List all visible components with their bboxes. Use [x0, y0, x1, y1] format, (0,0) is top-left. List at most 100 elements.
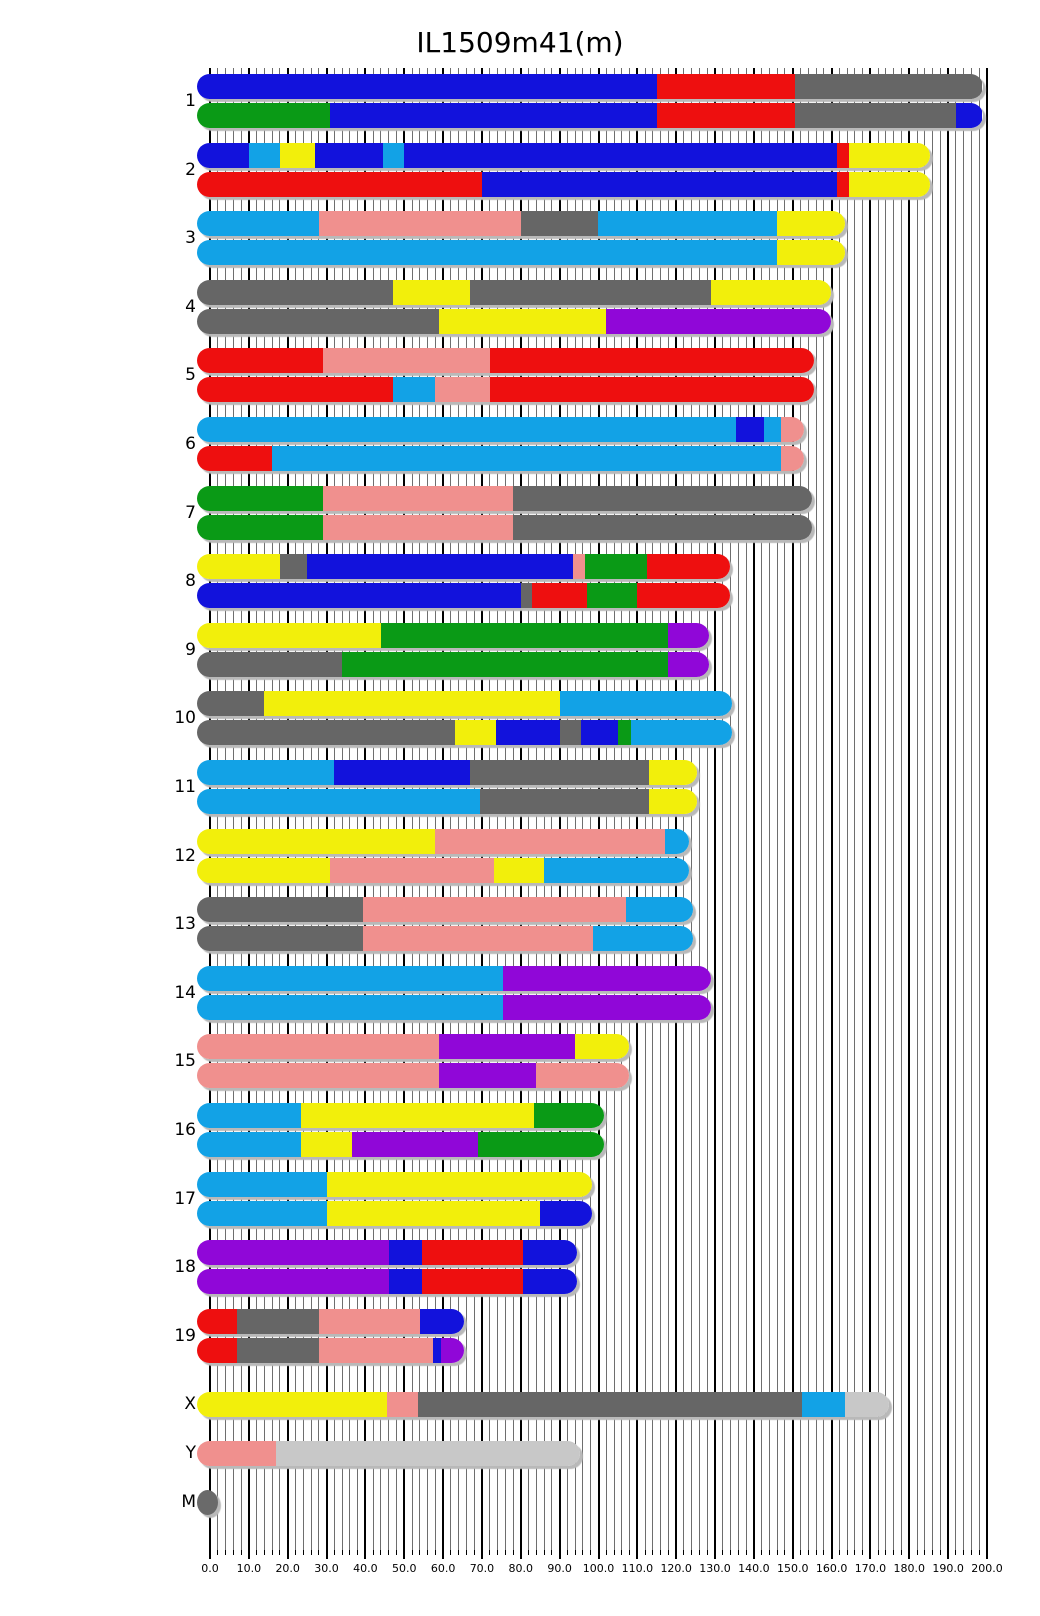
axis-tick-label: 20.0 [275, 1562, 300, 1575]
chromosome-segment-yellow [711, 279, 831, 305]
chromosome-segment-yellow [648, 760, 697, 785]
axis-tick-label: 200.0 [971, 1562, 1003, 1575]
axis-tick-minor [489, 1550, 491, 1555]
axis-tick-minor [745, 1550, 747, 1555]
chromosome-segment-red [197, 1308, 238, 1334]
chromosome-segment-gray [279, 554, 308, 580]
axis-tick-minor [357, 1550, 359, 1555]
chart-title: IL1509m41(m) [416, 26, 624, 59]
axis-tick-minor [411, 1550, 413, 1555]
chromosome-segment-skyblue [248, 142, 280, 168]
chromosome-segment-gray [197, 720, 455, 746]
grid-line-major [714, 68, 717, 1550]
axis-tick-minor [458, 1550, 460, 1555]
chromosome-label-5: 5 [185, 365, 196, 386]
strand-bar-6-1 [197, 417, 804, 442]
chromosome-label-17: 17 [174, 1188, 196, 1209]
strand-bar-16-1 [197, 1103, 604, 1128]
axis-tick-minor [427, 1550, 429, 1555]
chromosome-segment-purple [503, 994, 711, 1020]
axis-tick-minor [784, 1550, 786, 1555]
axis-tick-label: 70.0 [469, 1562, 495, 1575]
grid-line-minor [699, 68, 700, 1550]
chromosome-segment-pink [197, 1440, 277, 1466]
axis-tick-minor [924, 1550, 926, 1555]
strand-bar-12-1 [197, 828, 690, 854]
chromosome-segment-blue [334, 760, 471, 785]
strand-bar-5-2 [197, 377, 814, 403]
chromosome-label-7: 7 [185, 502, 196, 523]
axis-tick-major [209, 1550, 211, 1559]
axis-tick-label: 0.0 [201, 1562, 219, 1575]
chromosome-label-3: 3 [185, 228, 196, 249]
axis-tick-minor [815, 1550, 817, 1555]
axis-tick-major [675, 1550, 678, 1559]
chromosome-segment-pink [781, 446, 804, 471]
chromosome-segment-green [534, 1103, 604, 1128]
chromosome-segment-gray [513, 485, 812, 511]
chromosome-segment-gray [794, 74, 983, 99]
axis-tick-minor [691, 1550, 693, 1555]
grid-line-major [986, 68, 988, 1550]
axis-tick-label: 90.0 [547, 1562, 572, 1575]
chromosome-segment-blue [330, 103, 657, 128]
chromosome-segment-yellow [264, 691, 560, 717]
axis-tick-major [636, 1550, 639, 1559]
chromosome-segment-yellow [301, 1132, 352, 1157]
chromosome-segment-gray [520, 583, 533, 609]
chromosome-segment-gray [197, 691, 265, 717]
axis-tick-minor [862, 1550, 864, 1555]
chromosome-segment-gray [197, 926, 364, 952]
axis-tick-minor [800, 1550, 802, 1555]
axis-tick-minor [590, 1550, 592, 1555]
chromosome-segment-blue [197, 583, 521, 609]
axis-tick-minor [535, 1550, 537, 1555]
axis-tick-minor [605, 1550, 607, 1555]
axis-tick-label: 110.0 [621, 1562, 654, 1575]
grid-line-minor [978, 68, 980, 1550]
chromosome-segment-pink [573, 554, 585, 580]
axis-tick-major [325, 1550, 328, 1559]
axis-tick-minor [683, 1550, 685, 1555]
axis-tick-minor [846, 1550, 848, 1555]
chromosome-segment-blue [197, 74, 657, 99]
strand-bar-9-1 [197, 622, 709, 648]
grid-line-minor [901, 68, 903, 1550]
grid-line-minor [706, 68, 708, 1550]
chromosome-segment-green [197, 485, 323, 511]
grid-line-major [908, 68, 911, 1550]
axis-tick-minor [877, 1550, 879, 1555]
axis-tick-minor [566, 1550, 568, 1555]
axis-tick-minor [978, 1550, 980, 1555]
axis-tick-minor [885, 1550, 887, 1555]
chromosome-segment-yellow [849, 171, 931, 197]
chromosome-label-8: 8 [185, 571, 196, 592]
chromosome-segment-pink [318, 211, 521, 237]
axis-tick-label: 190.0 [932, 1562, 964, 1575]
chromosome-segment-skyblue [197, 789, 480, 814]
chromosome-segment-green [584, 554, 648, 580]
chromosome-segment-pink [197, 1063, 440, 1089]
chromosome-label-15: 15 [174, 1051, 196, 1072]
chromosome-segment-purple [503, 965, 711, 991]
grid-line-major [752, 68, 755, 1550]
strand-bar-7-1 [197, 485, 812, 511]
axis-tick-major [714, 1550, 717, 1559]
grid-line-minor [722, 68, 724, 1550]
axis-tick-minor [388, 1550, 390, 1555]
grid-line-minor [862, 68, 864, 1550]
chromosome-segment-purple [606, 308, 831, 334]
chromosome-segment-gray [237, 1308, 319, 1334]
axis-tick-major [791, 1550, 794, 1559]
chromosome-segment-silver [845, 1391, 890, 1417]
axis-tick-minor [341, 1550, 343, 1555]
chromosome-label-11: 11 [174, 777, 196, 797]
axis-tick-label: 170.0 [854, 1562, 887, 1575]
chromosome-segment-skyblue [625, 897, 694, 923]
axis-tick-label: 30.0 [314, 1562, 339, 1575]
chromosome-segment-pink [322, 485, 514, 511]
chromosome-segment-blue [197, 142, 249, 168]
strand-bar-17-2 [197, 1200, 593, 1226]
axis-tick-minor [854, 1550, 856, 1555]
